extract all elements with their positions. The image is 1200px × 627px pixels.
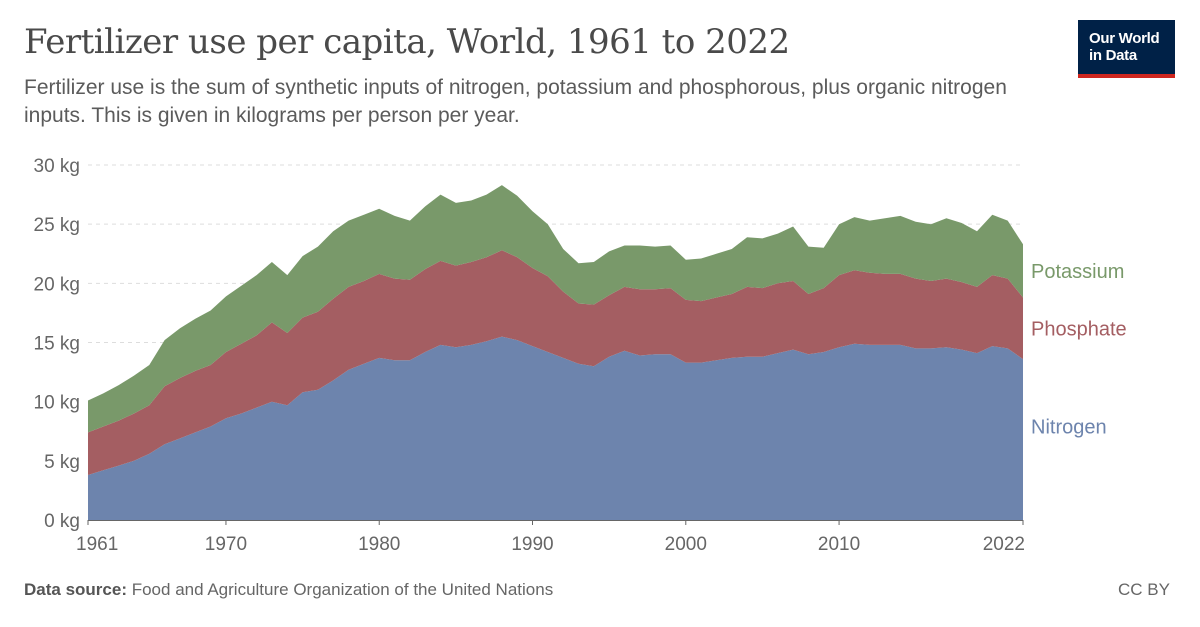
- series-label-phosphate: Phosphate: [1031, 318, 1127, 340]
- logo-line-1: Our World: [1089, 30, 1160, 47]
- data-source: Data source: Food and Agriculture Organi…: [24, 580, 553, 600]
- logo-line-2: in Data: [1089, 47, 1137, 64]
- area-phosphate[interactable]: [88, 250, 1023, 475]
- series-label-potassium: Potassium: [1031, 261, 1124, 283]
- license-link[interactable]: CC BY: [1118, 580, 1170, 599]
- data-source-text[interactable]: Food and Agriculture Organization of the…: [131, 580, 554, 599]
- series-label-nitrogen: Nitrogen: [1031, 417, 1107, 439]
- y-tick-label: 25 kg: [34, 215, 80, 236]
- x-tick-label: 1990: [511, 534, 553, 555]
- y-tick-label: 5 kg: [44, 452, 80, 473]
- x-tick-label: 2022: [983, 534, 1025, 555]
- x-tick-label: 2000: [665, 534, 707, 555]
- y-tick-label: 10 kg: [34, 393, 80, 414]
- series-labels: Nitrogen Phosphate Potassium: [1031, 261, 1127, 439]
- y-tick-label: 20 kg: [34, 274, 80, 295]
- y-tick-label: 30 kg: [34, 156, 80, 177]
- area-nitrogen[interactable]: [88, 336, 1023, 520]
- owid-logo[interactable]: Our World in Data: [1078, 20, 1175, 78]
- chart-title: Fertilizer use per capita, World, 1961 t…: [24, 22, 790, 62]
- axes: 0 kg 5 kg 10 kg 15 kg 20 kg 25 kg 30 kg 1961 197…: [34, 156, 1025, 555]
- logo-accent-bar: [1078, 74, 1175, 78]
- y-tick-label: 0 kg: [44, 511, 80, 532]
- x-tick-label: 1961: [76, 534, 118, 555]
- x-tick-label: 2010: [818, 534, 860, 555]
- chart-subtitle: Fertilizer use is the sum of synthetic i…: [24, 76, 1007, 127]
- data-source-label: Data source:: [24, 580, 127, 599]
- y-tick-label: 15 kg: [34, 334, 80, 355]
- area-potassium[interactable]: [88, 185, 1023, 433]
- stacked-areas: [88, 185, 1023, 520]
- x-tick-label: 1970: [205, 534, 247, 555]
- x-tick-label: 1980: [358, 534, 400, 555]
